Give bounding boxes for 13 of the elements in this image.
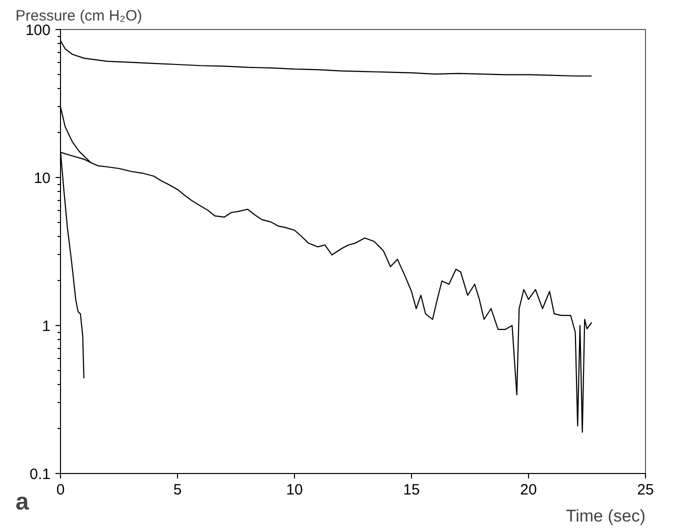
- x-tick-label: 25: [637, 482, 654, 498]
- y-tick-label: 1: [42, 318, 50, 335]
- x-tick-label: 10: [286, 482, 303, 498]
- y-axis-title: Pressure (cm H₂O): [16, 8, 142, 24]
- x-tick-label: 0: [56, 482, 65, 498]
- x-tick-label: 5: [173, 482, 182, 498]
- x-tick-label: 15: [403, 482, 420, 498]
- text: a: [16, 488, 30, 516]
- y-tick-label: 0.1: [30, 466, 51, 483]
- y-tick-label: 10: [34, 170, 51, 187]
- y-tick-label: 100: [25, 22, 51, 39]
- x-tick-label: 20: [520, 482, 537, 498]
- x-axis-title: Time (sec): [566, 506, 646, 526]
